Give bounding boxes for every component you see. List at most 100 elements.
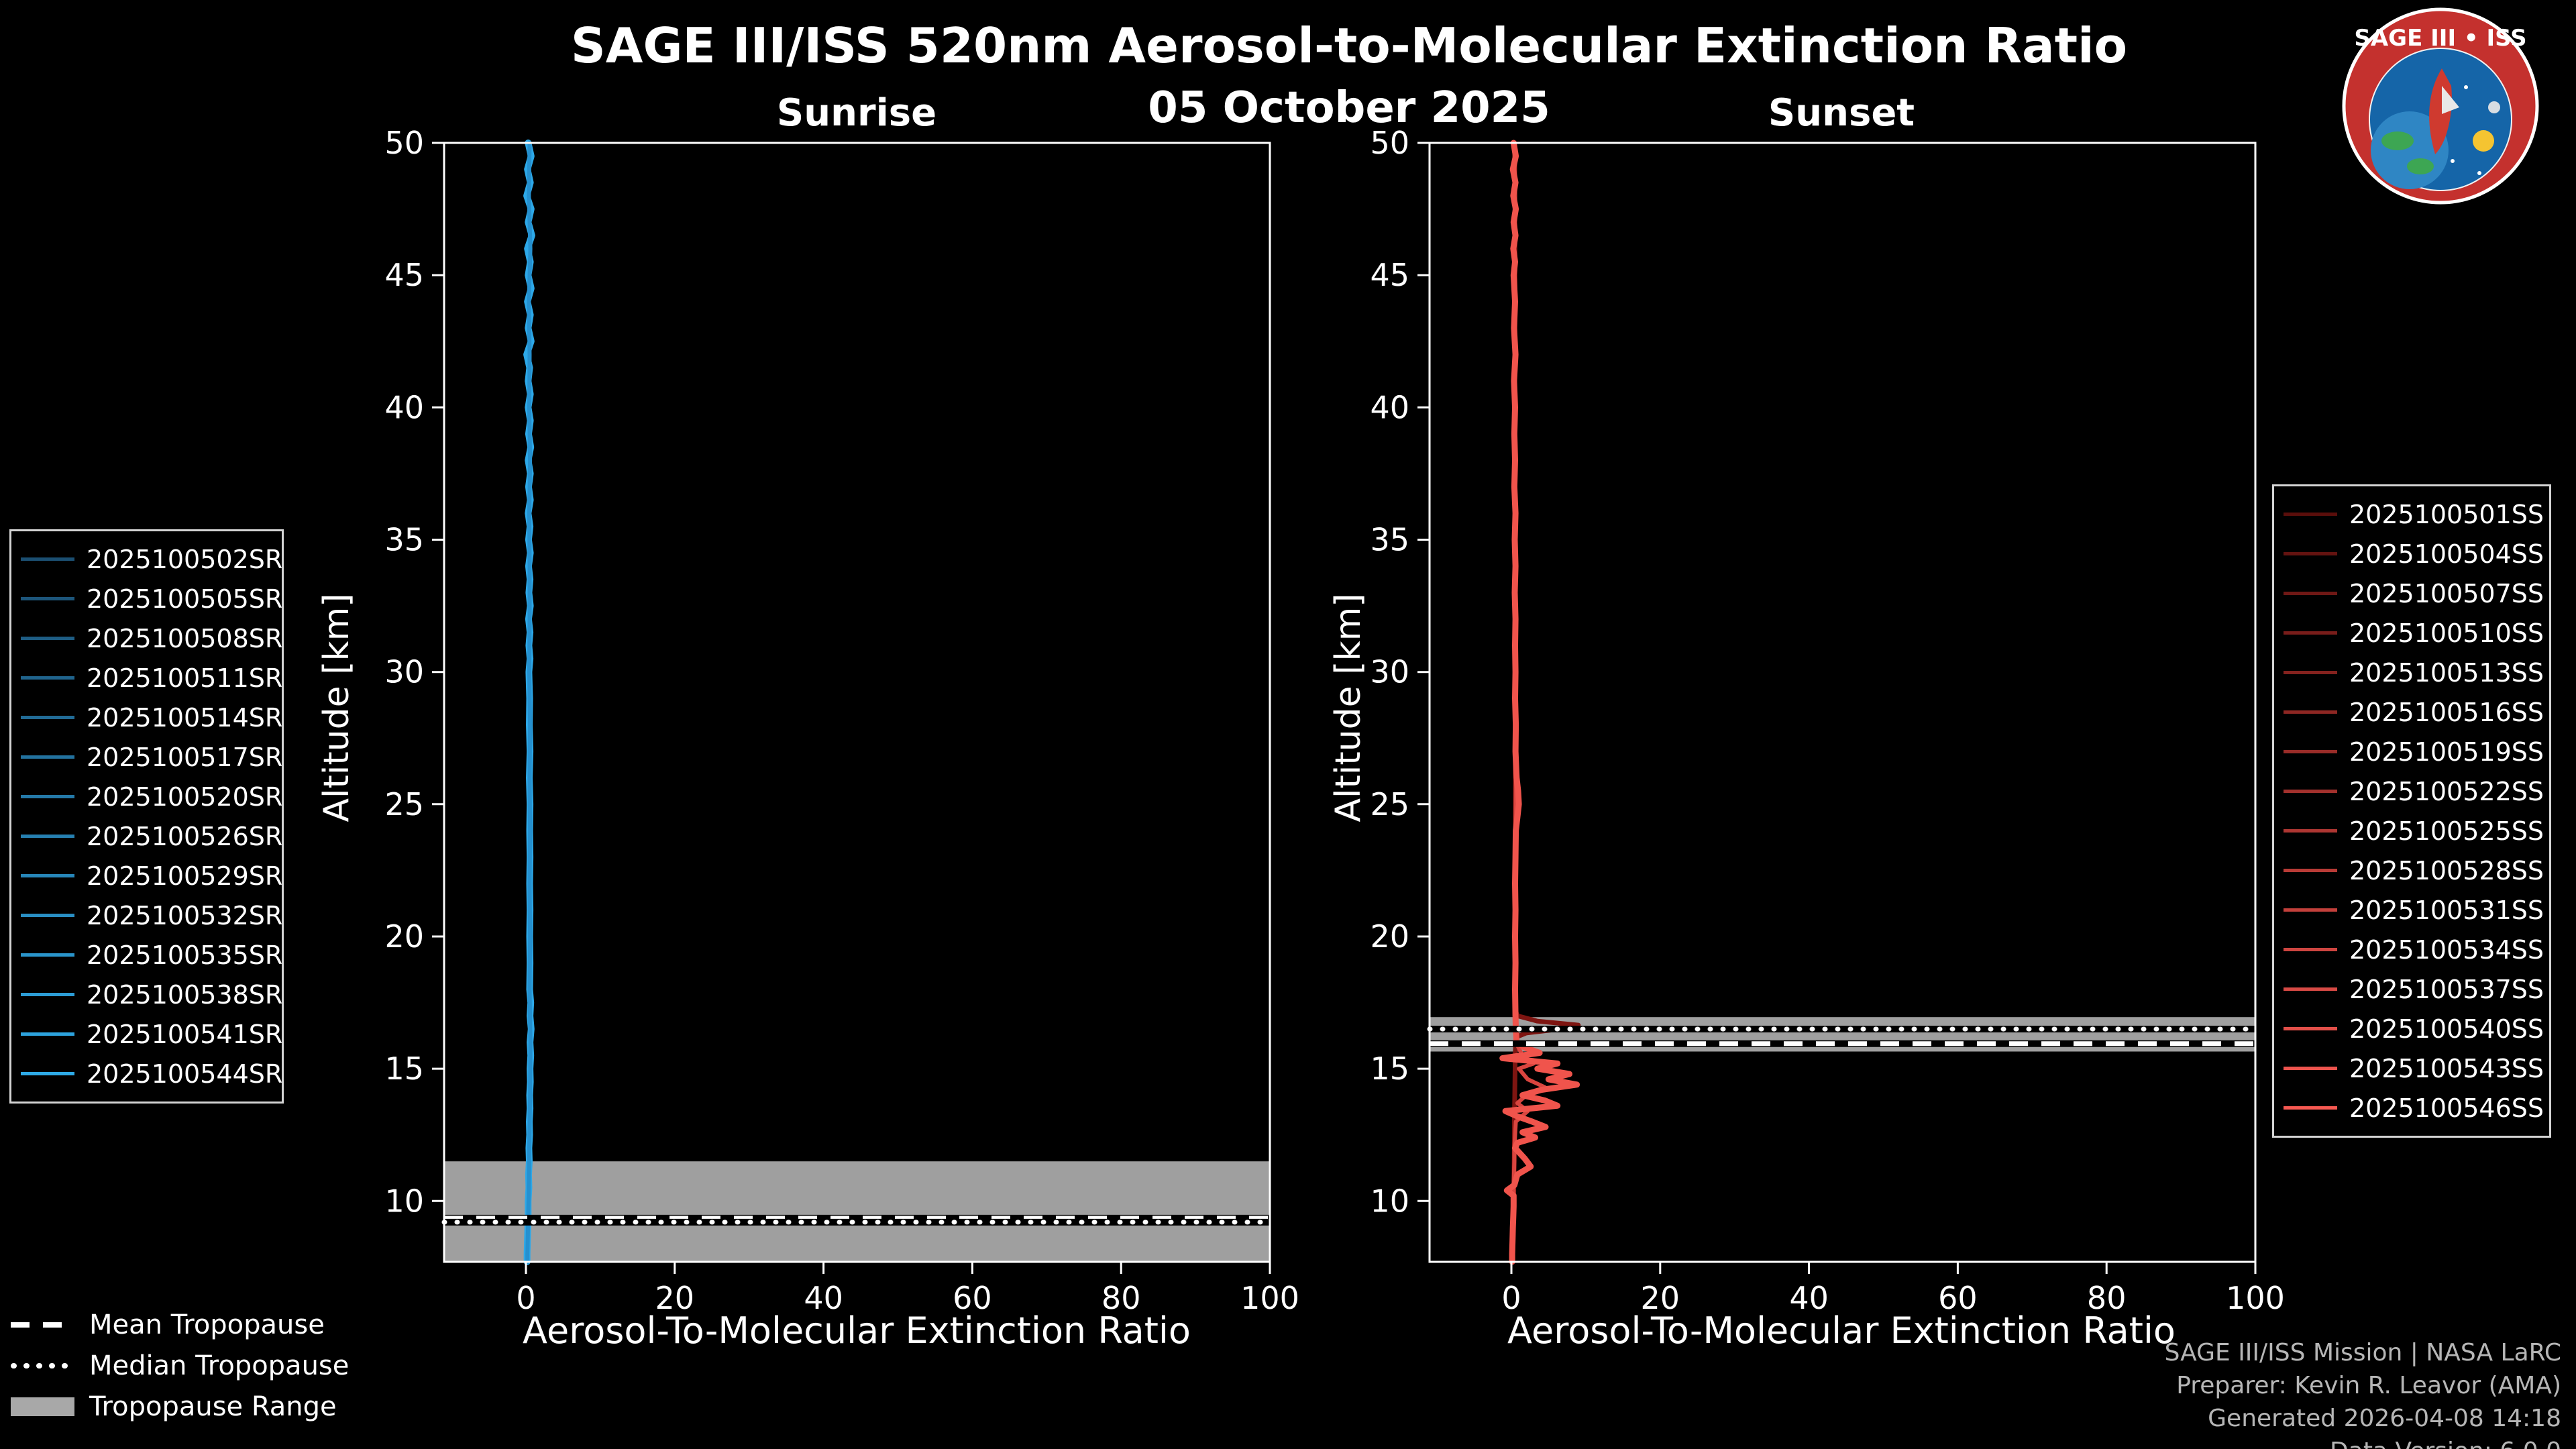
legend-line-swatch — [2284, 1067, 2337, 1070]
legend-line-swatch — [2284, 829, 2337, 833]
legend-event-label: 2025100538SR — [87, 979, 283, 1010]
legend-line-swatch — [2284, 790, 2337, 793]
legend-event-label: 2025100528SS — [2349, 855, 2544, 885]
legend-line-swatch — [2284, 513, 2337, 516]
legend-entry: 2025100514SR — [21, 698, 282, 737]
legend-event-label: 2025100519SS — [2349, 737, 2544, 767]
legend-event-label: 2025100543SS — [2349, 1053, 2544, 1083]
legend-line-swatch — [2284, 671, 2337, 674]
legend-entry: 2025100544SR — [21, 1054, 282, 1093]
legend-line-swatch — [21, 676, 74, 680]
legend-event-label: 2025100532SR — [87, 900, 283, 930]
logo-sun — [2473, 130, 2494, 152]
y-tick-label: 50 — [384, 125, 424, 161]
sunrise-composite-b-line — [525, 141, 533, 1264]
x-tick-label: 60 — [1938, 1280, 1978, 1316]
sunrise-panel-title: Sunrise — [776, 91, 937, 135]
legend-line-swatch — [2284, 1027, 2337, 1030]
legend-line-swatch — [2284, 592, 2337, 595]
figure-date: 05 October 2025 — [1148, 83, 1550, 133]
logo-figure — [2429, 68, 2452, 154]
legend-entry: 2025100543SS — [2284, 1049, 2544, 1088]
y-tick-label: 45 — [384, 257, 424, 293]
legend-line-swatch — [2284, 1106, 2337, 1110]
y-tick-label: 30 — [1370, 654, 1409, 690]
x-tick-label: 60 — [953, 1280, 992, 1316]
legend-line-swatch — [21, 716, 74, 719]
legend-entry: 2025100508SR — [21, 619, 282, 658]
legend-event-label: 2025100540SS — [2349, 1014, 2544, 1044]
sunset-legend: 2025100501SS 2025100504SS 2025100507SS 2025… — [2272, 484, 2551, 1138]
sunrise-y-axis-label: Altitude [km] — [317, 593, 357, 822]
x-tick-label: 20 — [1641, 1280, 1680, 1316]
x-tick-label: 80 — [1102, 1280, 1141, 1316]
legend-line-swatch — [21, 597, 74, 600]
legend-event-label: 2025100511SR — [87, 663, 283, 693]
y-tick-label: 15 — [384, 1051, 424, 1087]
legend-event-label: 2025100531SS — [2349, 895, 2544, 925]
sunset-y-axis-label: Altitude [km] — [1328, 593, 1368, 822]
sunset-x-axis-label: Aerosol-To-Molecular Extinction Ratio — [1507, 1309, 2176, 1352]
footer-preparer-line: Preparer: Kevin R. Leavor (AMA) — [2176, 1372, 2561, 1399]
y-tick-label: 50 — [1370, 125, 1409, 161]
y-tick-label: 40 — [384, 389, 424, 425]
legend-event-label: 2025100502SR — [87, 544, 283, 574]
legend-event-label: 2025100513SS — [2349, 657, 2544, 688]
y-tick-label: 25 — [384, 786, 424, 822]
legend-line-swatch — [21, 637, 74, 640]
y-tick-label: 25 — [1370, 786, 1409, 822]
legend-line-swatch — [21, 557, 74, 561]
x-tick-label: 100 — [1240, 1280, 1299, 1316]
sunrise-plot: 0 20 40 60 80 100 10 15 20 25 30 35 40 45 50 — [384, 125, 1299, 1316]
legend-entry: 2025100519SS — [2284, 732, 2544, 771]
footer-mission-line: SAGE III/ISS Mission | NASA LaRC — [2164, 1339, 2561, 1366]
median-tropopause-legend-item: Median Tropopause — [11, 1345, 349, 1386]
legend-event-label: 2025100517SR — [87, 742, 283, 772]
legend-line-swatch — [2284, 869, 2337, 872]
legend-event-label: 2025100544SR — [87, 1059, 283, 1089]
legend-entry: 2025100507SS — [2284, 574, 2544, 613]
legend-entry: 2025100546SS — [2284, 1088, 2544, 1128]
y-tick-label: 30 — [384, 654, 424, 690]
x-tick-label: 0 — [1501, 1280, 1521, 1316]
legend-event-label: 2025100501SS — [2349, 499, 2544, 529]
legend-entry: 2025100534SS — [2284, 930, 2544, 969]
tropopause-range-swatch — [11, 1397, 74, 1416]
legend-entry: 2025100510SS — [2284, 613, 2544, 653]
legend-line-swatch — [2284, 710, 2337, 714]
mean-tropopause-dashed-swatch — [11, 1322, 74, 1328]
legend-entry: 2025100511SR — [21, 658, 282, 698]
figure-title: SAGE III/ISS 520nm Aerosol-to-Molecular … — [570, 17, 2128, 74]
y-tick-label: 10 — [384, 1183, 424, 1219]
legend-event-label: 2025100505SR — [87, 584, 283, 614]
legend-entry: 2025100516SS — [2284, 692, 2544, 732]
legend-entry: 2025100504SS — [2284, 534, 2544, 574]
legend-line-swatch — [21, 1032, 74, 1036]
legend-line-swatch — [2284, 631, 2337, 635]
legend-entry: 2025100529SR — [21, 856, 282, 896]
legend-event-label: 2025100504SS — [2349, 539, 2544, 569]
legend-line-swatch — [21, 914, 74, 917]
legend-entry: 2025100502SR — [21, 539, 282, 579]
x-tick-label: 40 — [1789, 1280, 1829, 1316]
sunset-composite-a-line — [1499, 140, 1580, 1265]
tropopause-range-legend-item: Tropopause Range — [11, 1386, 349, 1427]
tropopause-range-label: Tropopause Range — [89, 1391, 337, 1422]
legend-event-label: 2025100510SS — [2349, 618, 2544, 648]
legend-event-label: 2025100537SS — [2349, 974, 2544, 1004]
legend-entry: 2025100513SS — [2284, 653, 2544, 692]
legend-line-swatch — [21, 835, 74, 838]
footer-credits: SAGE III/ISS Mission | NASA LaRC Prepare… — [2165, 1336, 2561, 1449]
plot-frame — [443, 142, 1271, 1263]
legend-line-swatch — [2284, 987, 2337, 991]
legend-line-swatch — [2284, 908, 2337, 912]
legend-event-label: 2025100534SS — [2349, 934, 2544, 965]
y-tick-label: 45 — [1370, 257, 1409, 293]
sunset-panel-title: Sunset — [1768, 91, 1915, 135]
mean-tropopause-legend-item: Mean Tropopause — [11, 1304, 349, 1345]
legend-entry: 2025100505SR — [21, 579, 282, 619]
legend-entry: 2025100540SS — [2284, 1009, 2544, 1049]
legend-event-label: 2025100522SS — [2349, 776, 2544, 806]
tropopause-legend: Mean Tropopause Median Tropopause Tropop… — [11, 1304, 349, 1427]
y-tick-label: 10 — [1370, 1183, 1409, 1219]
